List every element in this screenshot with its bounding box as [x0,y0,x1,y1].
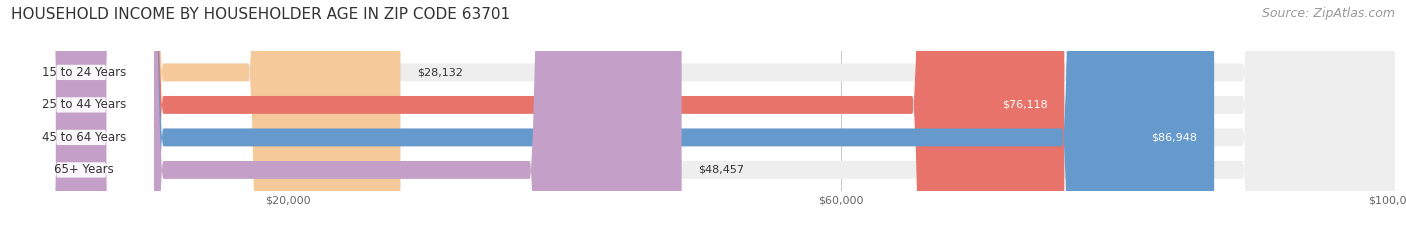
FancyBboxPatch shape [11,0,1064,233]
FancyBboxPatch shape [11,0,682,233]
FancyBboxPatch shape [11,0,1395,233]
Text: $48,457: $48,457 [699,165,744,175]
FancyBboxPatch shape [11,0,401,233]
FancyBboxPatch shape [11,0,1395,233]
Text: $28,132: $28,132 [418,67,463,77]
Text: 15 to 24 Years: 15 to 24 Years [42,66,127,79]
Text: Source: ZipAtlas.com: Source: ZipAtlas.com [1261,7,1395,20]
Text: $86,948: $86,948 [1152,132,1198,142]
FancyBboxPatch shape [8,0,153,233]
Text: 65+ Years: 65+ Years [53,163,114,176]
FancyBboxPatch shape [8,0,153,233]
FancyBboxPatch shape [8,0,153,233]
FancyBboxPatch shape [11,0,1395,233]
FancyBboxPatch shape [8,0,153,233]
Text: 25 to 44 Years: 25 to 44 Years [42,98,127,111]
Text: HOUSEHOLD INCOME BY HOUSEHOLDER AGE IN ZIP CODE 63701: HOUSEHOLD INCOME BY HOUSEHOLDER AGE IN Z… [11,7,510,22]
FancyBboxPatch shape [11,0,1395,233]
Text: 45 to 64 Years: 45 to 64 Years [42,131,127,144]
Text: $76,118: $76,118 [1002,100,1047,110]
FancyBboxPatch shape [11,0,1215,233]
